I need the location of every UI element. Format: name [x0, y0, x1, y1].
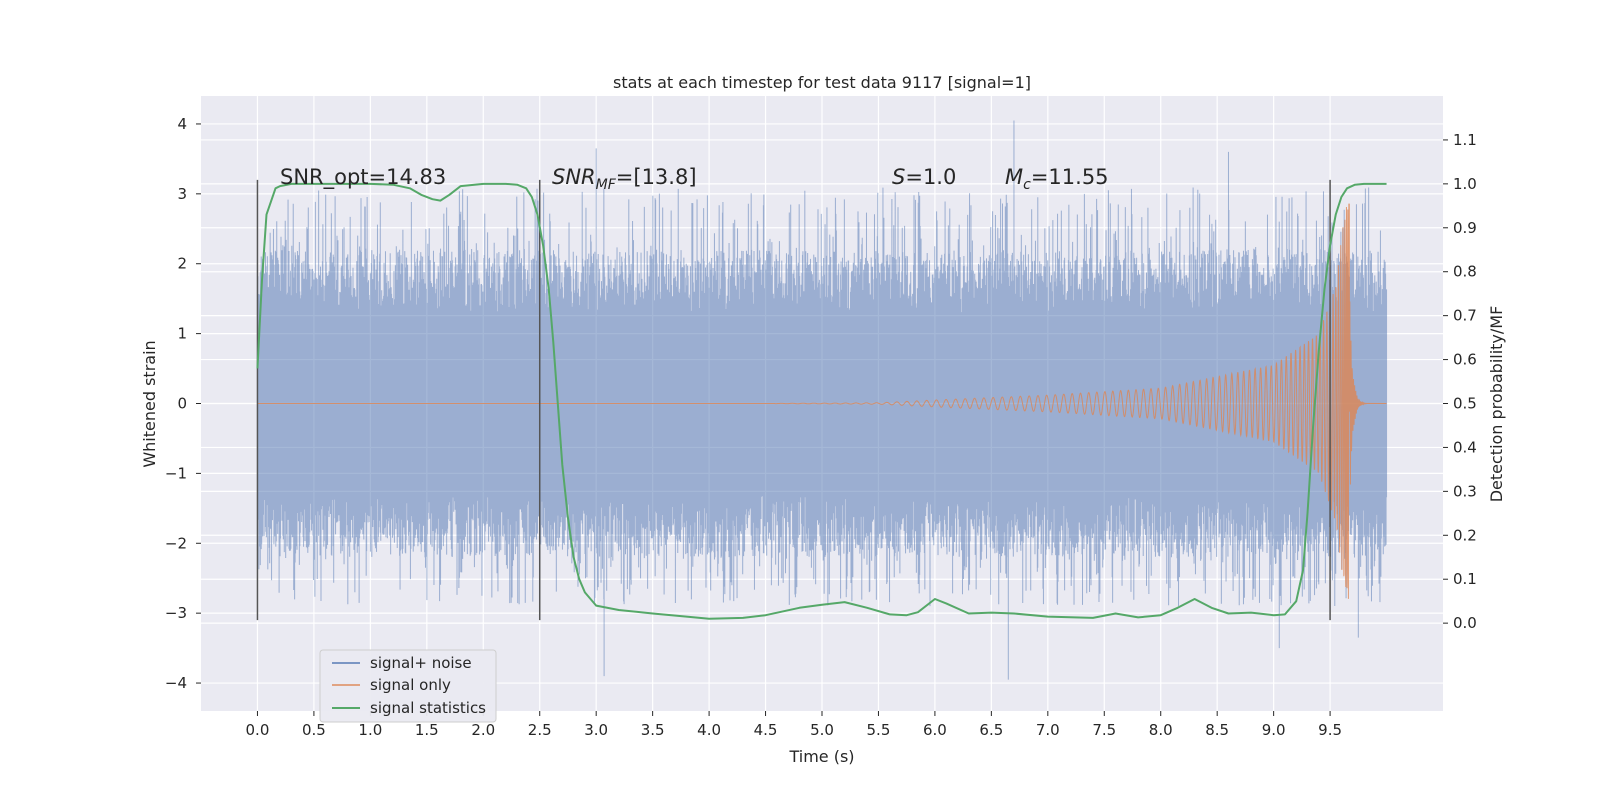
x-tick-label: 7.5 [1092, 721, 1116, 739]
annotation-s-value: =1.0 [905, 165, 956, 189]
y-left-tick-label: 2 [177, 255, 187, 273]
y-right-tick-label: 0.9 [1453, 219, 1477, 237]
legend-label-signal-noise: signal+ noise [370, 654, 472, 672]
y-right-tick-label: 1.0 [1453, 175, 1477, 193]
x-tick-label: 5.0 [810, 721, 834, 739]
y-left-tick-label: 4 [177, 115, 187, 133]
signal-statistics-line [256, 182, 1387, 620]
x-tick-label: 1.5 [415, 721, 439, 739]
x-tick-label: 4.0 [697, 721, 721, 739]
x-tick-label: 7.0 [1036, 721, 1060, 739]
y-left-tick-label: −4 [165, 674, 187, 692]
y-left-tick-label: −3 [165, 604, 187, 622]
x-tick-label: 2.0 [471, 721, 495, 739]
y-right-tick-label: 0.6 [1453, 351, 1477, 369]
x-tick-label: 2.5 [528, 721, 552, 739]
x-tick-label: 8.0 [1149, 721, 1173, 739]
x-tick-label: 6.0 [923, 721, 947, 739]
y-right-tick-label: 0.8 [1453, 263, 1477, 281]
x-tick-label: 5.5 [867, 721, 891, 739]
signal-statistics-series [256, 182, 1387, 620]
x-tick-label: 4.5 [754, 721, 778, 739]
annotation-mc-sub: c [1023, 177, 1031, 193]
vertical-markers [256, 179, 1331, 621]
y-right-tick-label: 0.7 [1453, 307, 1477, 325]
y-left-tick-label: −2 [165, 534, 187, 552]
annotation-s: S=1.0 [892, 165, 956, 189]
y-left-tick-label: −1 [165, 464, 187, 482]
chart-title: stats at each timestep for test data 911… [613, 73, 1031, 92]
x-axis-label: Time (s) [788, 747, 854, 766]
y-right-tick-label: 0.4 [1453, 438, 1477, 456]
y-left-tick-label: 3 [177, 185, 187, 203]
legend-label-signal-statistics: signal statistics [370, 699, 486, 717]
y-axis-left-ticks: 4 3 2 1 0 −1 −2 −3 −4 [165, 115, 201, 692]
annotation-mc: Mc=11.55 [1005, 165, 1109, 193]
x-tick-label: 0.5 [302, 721, 326, 739]
x-tick-label: 6.5 [979, 721, 1003, 739]
x-tick-label: 9.5 [1318, 721, 1342, 739]
signal-only-series [257, 203, 1387, 599]
y-axis-right-label: Detection probability/MF [1487, 306, 1506, 503]
x-axis-ticks: 0.0 0.5 1.0 1.5 2.0 2.5 3.0 3.5 4.0 4.5 5.0 5.5 6.0 6… [246, 711, 1342, 739]
y-right-tick-label: 0.5 [1453, 395, 1477, 413]
y-right-tick-label: 0.3 [1453, 482, 1477, 500]
y-right-tick-label: 1.1 [1453, 131, 1477, 149]
annotation-snr-mf-base: SNR [552, 165, 596, 189]
annotation-s-base: S [892, 165, 905, 189]
y-left-tick-label: 0 [177, 395, 187, 413]
annotation-mc-value: =11.55 [1031, 165, 1109, 189]
y-axis-right-ticks: 1.1 1.0 0.9 0.8 0.7 0.6 0.5 0.4 0.3 0.2 0.1 0.0 [1443, 131, 1477, 632]
x-tick-label: 3.5 [641, 721, 665, 739]
signal-only-line [257, 203, 1387, 599]
x-tick-label: 9.0 [1262, 721, 1286, 739]
annotation-snr-mf-sub: MF [596, 177, 617, 193]
annotation-snr-opt: SNR_opt=14.83 [280, 165, 446, 190]
legend-box [319, 649, 497, 723]
y-left-tick-label: 1 [177, 325, 187, 343]
x-tick-label: 1.0 [358, 721, 382, 739]
y-right-tick-label: 0.2 [1453, 526, 1477, 544]
annotation-mc-base: M [1005, 165, 1023, 189]
legend: signal+ noise signal only signal statist… [319, 649, 497, 723]
y-right-tick-label: 0.1 [1453, 570, 1477, 588]
annotation-snr-mf: SNRMF=[13.8] [552, 165, 697, 193]
x-tick-label: 3.0 [584, 721, 608, 739]
x-tick-label: 0.0 [246, 721, 270, 739]
annotation-snr-mf-value: =[13.8] [616, 165, 697, 189]
y-right-tick-label: 0.0 [1453, 614, 1477, 632]
legend-label-signal-only: signal only [370, 676, 451, 694]
y-axis-left-label: Whitened strain [140, 340, 159, 467]
x-tick-label: 8.5 [1205, 721, 1229, 739]
